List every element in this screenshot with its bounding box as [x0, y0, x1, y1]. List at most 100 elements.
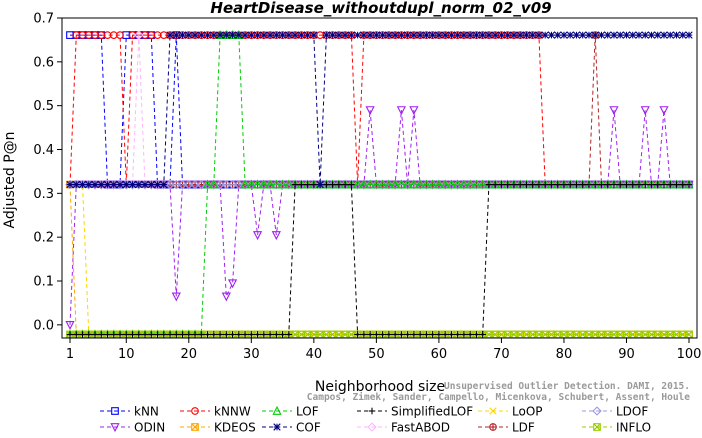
- legend-marker: [368, 407, 376, 415]
- data-point: [422, 31, 431, 39]
- data-point: [504, 181, 511, 188]
- data-point: [296, 179, 307, 190]
- data-point: [653, 179, 663, 190]
- data-point: [616, 31, 624, 39]
- data-point: [584, 179, 594, 190]
- data-point: [229, 331, 236, 338]
- legend: kNN kNNW LOF SimplifiedLOF LoOP LDOF ODIN KDEOS…: [100, 405, 651, 435]
- series-line-LoOP: [70, 184, 689, 335]
- data-point: [659, 106, 669, 116]
- data-point: [410, 331, 418, 338]
- data-point: [491, 31, 499, 39]
- data-point: [102, 179, 113, 190]
- data-point: [227, 179, 238, 190]
- series-line-kNN: [70, 34, 689, 186]
- data-point: [177, 179, 188, 190]
- data-point: [640, 106, 650, 116]
- data-point: [391, 331, 399, 338]
- data-point: [302, 179, 313, 190]
- data-point: [372, 31, 381, 39]
- data-point: [579, 31, 587, 39]
- data-point: [228, 31, 237, 39]
- data-point: [171, 179, 181, 190]
- data-point: [172, 31, 180, 39]
- watermark-line: Campos, Zimek, Sander, Campello, Micenko…: [307, 392, 690, 403]
- data-point: [472, 31, 481, 39]
- data-point: [240, 179, 250, 190]
- data-point: [366, 31, 374, 39]
- data-point: [166, 331, 174, 338]
- legend-item-FastABOD: FastABOD: [357, 421, 450, 435]
- data-point: [165, 179, 175, 190]
- watermark-line: Unsupervised Outlier Detection. DAMI, 20…: [444, 381, 690, 392]
- data-point: [246, 179, 256, 189]
- data-point: [284, 179, 294, 190]
- data-point: [178, 31, 187, 39]
- data-point: [353, 179, 363, 189]
- data-point: [327, 179, 338, 190]
- legend-label: LOF: [296, 405, 319, 419]
- legend-marker: [489, 407, 497, 415]
- data-point: [315, 179, 325, 190]
- data-point: [66, 180, 74, 189]
- data-point: [459, 179, 469, 190]
- data-point: [572, 31, 581, 39]
- legend-label: LDOF: [616, 405, 648, 419]
- data-point: [146, 179, 156, 190]
- data-point: [202, 179, 213, 190]
- data-point: [129, 331, 136, 338]
- legend-label: INFLO: [616, 421, 651, 435]
- data-point: [298, 181, 305, 188]
- data-point: [621, 179, 632, 190]
- data-point: [85, 331, 93, 338]
- data-point: [579, 181, 587, 188]
- data-point: [666, 31, 674, 39]
- data-point: [528, 31, 537, 39]
- data-point: [435, 331, 443, 338]
- data-point: [341, 31, 349, 39]
- data-point: [171, 292, 181, 302]
- y-tick-label: 0.0: [33, 318, 54, 333]
- data-point: [191, 331, 199, 338]
- data-point: [641, 31, 649, 39]
- data-point: [529, 181, 536, 188]
- data-point: [365, 179, 375, 189]
- data-point: [416, 31, 424, 39]
- data-point: [473, 331, 480, 338]
- data-point: [453, 179, 463, 189]
- data-point: [227, 279, 238, 289]
- data-point: [390, 179, 400, 190]
- data-point: [396, 179, 406, 189]
- data-point: [140, 179, 150, 190]
- data-point: [348, 181, 355, 188]
- data-point: [110, 331, 118, 338]
- data-point: [304, 181, 311, 188]
- data-point: [490, 179, 500, 190]
- data-point: [365, 179, 375, 190]
- data-point: [235, 331, 243, 338]
- data-point: [153, 180, 162, 189]
- data-point: [635, 181, 643, 188]
- data-point: [609, 106, 619, 116]
- chart-title: HeartDisease_withoutdupl_norm_02_v09: [210, 0, 551, 17]
- data-point: [253, 31, 262, 39]
- data-point: [359, 179, 369, 189]
- data-point: [684, 179, 694, 190]
- data-point: [109, 179, 119, 190]
- legend-marker: [489, 423, 497, 431]
- data-point: [272, 31, 281, 39]
- legend-label: kNN: [134, 405, 159, 419]
- data-point: [403, 179, 413, 189]
- data-point: [122, 180, 130, 189]
- data-point: [478, 179, 488, 189]
- legend-marker: [367, 422, 377, 432]
- x-tick-label: 20: [181, 347, 198, 362]
- data-point: [628, 179, 638, 190]
- data-point: [252, 179, 263, 190]
- data-point: [147, 331, 155, 338]
- y-axis-label: Adjusted P@n: [2, 131, 18, 228]
- data-point: [540, 179, 550, 190]
- data-point: [271, 231, 281, 241]
- data-point: [423, 331, 430, 338]
